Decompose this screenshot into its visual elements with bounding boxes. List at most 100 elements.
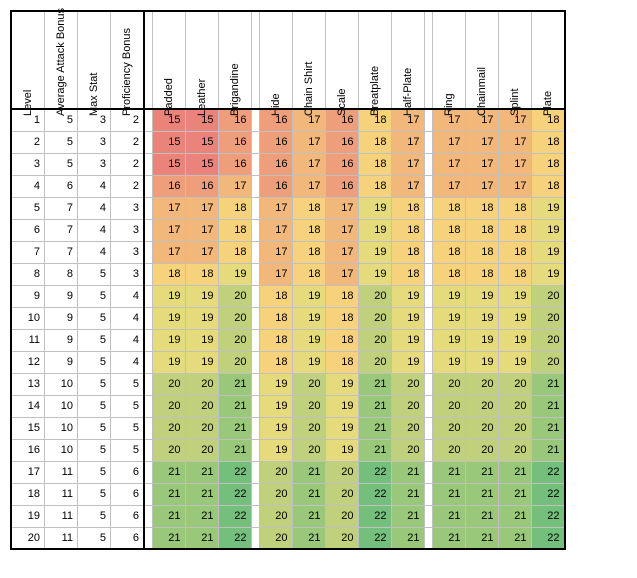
armor-cell: 15: [185, 153, 218, 175]
armor-cell: 20: [259, 527, 292, 549]
armor-cell: 21: [391, 527, 424, 549]
armor-cell: 21: [185, 527, 218, 549]
stat-cell: 2: [111, 131, 145, 153]
armor-cell: 17: [432, 175, 465, 197]
group-separator: [251, 175, 259, 197]
group-separator: [144, 153, 152, 175]
stat-cell: 6: [45, 175, 78, 197]
table-row: 171156212122202120222121212122: [11, 461, 565, 483]
group-separator: [144, 461, 152, 483]
armor-cell: 20: [391, 417, 424, 439]
armor-cell: 19: [358, 263, 391, 285]
stat-cell: 3: [78, 153, 111, 175]
stat-cell: 9: [45, 329, 78, 351]
header-label: Brigandine: [229, 86, 241, 118]
group-separator: [424, 131, 432, 153]
header-breatplate: Breatplate: [358, 11, 391, 109]
armor-cell: 19: [152, 351, 185, 373]
table-row: 8853181819171817191818181819: [11, 263, 565, 285]
group-separator: [144, 483, 152, 505]
group-separator: [144, 373, 152, 395]
armor-cell: 20: [432, 439, 465, 461]
armor-cell: 18: [465, 241, 498, 263]
armor-cell: 17: [152, 197, 185, 219]
group-separator: [144, 505, 152, 527]
armor-cell: 21: [218, 417, 251, 439]
stat-cell: 6: [111, 461, 145, 483]
armor-cell: 18: [218, 197, 251, 219]
armor-cell: 18: [259, 329, 292, 351]
armor-cell: 19: [325, 395, 358, 417]
armor-cell: 20: [358, 285, 391, 307]
group-separator: [251, 439, 259, 461]
header-chainmail: Chainmail: [465, 11, 498, 109]
armor-cell: 20: [292, 439, 325, 461]
group-separator: [144, 263, 152, 285]
armor-cell: 16: [152, 175, 185, 197]
group-separator: [251, 241, 259, 263]
stat-cell: 9: [11, 285, 45, 307]
group-separator: [424, 505, 432, 527]
armor-cell: 19: [465, 307, 498, 329]
stat-cell: 5: [78, 285, 111, 307]
stat-cell: 5: [111, 395, 145, 417]
group-separator: [251, 307, 259, 329]
armor-cell: 22: [218, 483, 251, 505]
stat-cell: 11: [45, 461, 78, 483]
armor-cell: 18: [391, 219, 424, 241]
stat-cell: 5: [78, 395, 111, 417]
group-separator: [251, 219, 259, 241]
armor-cell: 19: [432, 307, 465, 329]
header-ring: Ring: [432, 11, 465, 109]
armor-cell: 18: [358, 153, 391, 175]
armor-cell: 18: [531, 153, 565, 175]
armor-cell: 18: [391, 263, 424, 285]
armor-cell: 20: [218, 351, 251, 373]
group-separator: [144, 351, 152, 373]
armor-cell: 17: [465, 131, 498, 153]
header-label: Chain Shirt: [303, 86, 315, 118]
armor-cell: 21: [152, 527, 185, 549]
armor-cell: 21: [465, 527, 498, 549]
armor-cell: 19: [259, 395, 292, 417]
stat-cell: 5: [78, 505, 111, 527]
armor-cell: 21: [358, 439, 391, 461]
armor-cell: 17: [218, 175, 251, 197]
stat-cell: 4: [11, 175, 45, 197]
armor-cell: 18: [531, 131, 565, 153]
group-separator: [424, 219, 432, 241]
table-row: 12954191920181918201919191920: [11, 351, 565, 373]
table-row: 4642161617161716181717171718: [11, 175, 565, 197]
armor-cell: 19: [292, 329, 325, 351]
stat-cell: 5: [78, 439, 111, 461]
armor-cell: 19: [358, 219, 391, 241]
table-row: 181156212122202120222121212122: [11, 483, 565, 505]
armor-cell: 20: [498, 373, 531, 395]
stat-cell: 4: [78, 219, 111, 241]
stat-cell: 5: [78, 373, 111, 395]
header-chain-shirt: Chain Shirt: [292, 11, 325, 109]
armor-cell: 21: [391, 483, 424, 505]
armor-cell: 19: [325, 439, 358, 461]
armor-cell: 18: [432, 241, 465, 263]
armor-cell: 17: [185, 197, 218, 219]
armor-cell: 21: [465, 483, 498, 505]
stat-cell: 5: [78, 417, 111, 439]
group-separator: [251, 483, 259, 505]
armor-cell: 18: [218, 241, 251, 263]
armor-cell: 20: [465, 417, 498, 439]
armor-cell: 18: [358, 131, 391, 153]
armor-cell: 17: [152, 241, 185, 263]
stat-cell: 5: [78, 307, 111, 329]
armor-cell: 22: [358, 483, 391, 505]
armor-cell: 20: [358, 329, 391, 351]
armor-cell: 17: [498, 153, 531, 175]
armor-cell: 20: [152, 417, 185, 439]
armor-cell: 20: [498, 439, 531, 461]
armor-cell: 19: [185, 329, 218, 351]
armor-cell: 21: [432, 505, 465, 527]
armor-cell: 17: [259, 263, 292, 285]
armor-cell: 18: [498, 219, 531, 241]
armor-cell: 18: [465, 263, 498, 285]
armor-cell: 20: [292, 373, 325, 395]
